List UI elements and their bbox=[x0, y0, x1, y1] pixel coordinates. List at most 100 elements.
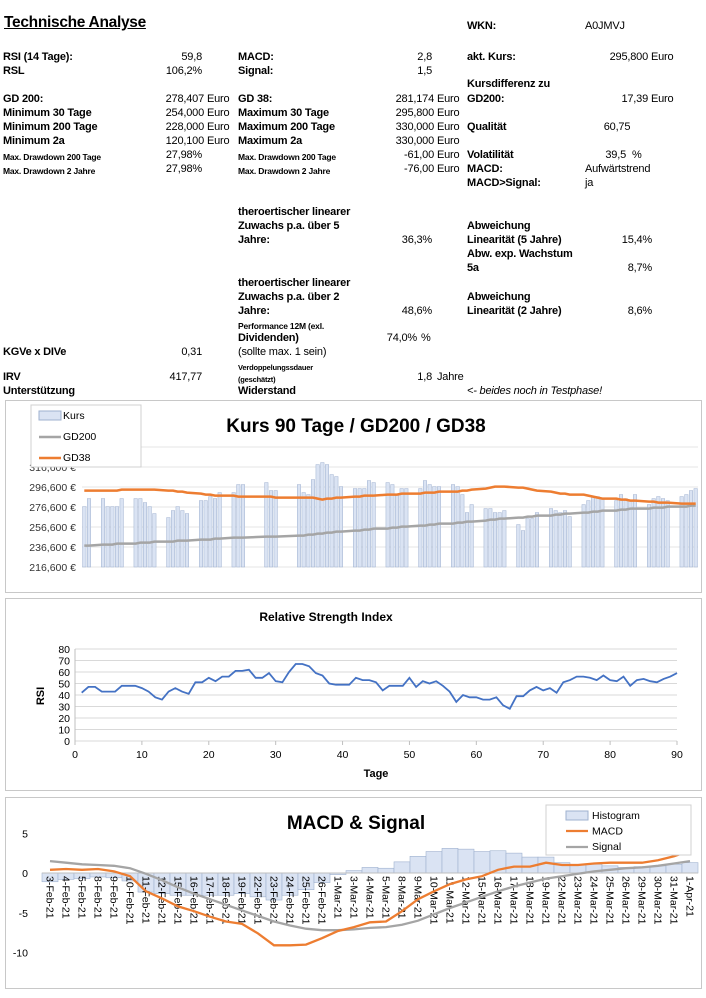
lin5-label-2: Zuwachs p.a. über 5 bbox=[238, 220, 340, 232]
kurs-bar bbox=[175, 506, 180, 568]
kurs-bar bbox=[679, 496, 684, 568]
kurs-bar bbox=[269, 490, 273, 568]
kurs-bar bbox=[101, 498, 105, 568]
rsi-chart: 0 10 20 30 40 50 60 70 80 0 10 20 30 40 50 60 70 80 90 Rela… bbox=[5, 598, 702, 791]
x-tick-label: 12-Feb-21 bbox=[156, 876, 168, 925]
macd-value: 2,8 bbox=[417, 51, 432, 63]
kurs-bar bbox=[357, 488, 362, 568]
kurs-chart-svg: 216,600 € 236,600 € 256,600 € 276,600 € 296,… bbox=[29, 404, 698, 574]
histogram-bar bbox=[361, 867, 379, 874]
wkn-label: WKN: bbox=[467, 20, 497, 32]
legend-label: GD38 bbox=[63, 452, 91, 464]
histogram-bar bbox=[681, 862, 699, 874]
x-tick-label: 25-Feb-21 bbox=[300, 876, 312, 925]
macd-signal-label: MACD>Signal: bbox=[467, 177, 541, 189]
x-tick-label: 1-Mar-21 bbox=[332, 876, 344, 919]
rsi-label: RSI (14 Tage): bbox=[3, 51, 73, 63]
kurs-bar bbox=[455, 486, 460, 568]
kurs-bar bbox=[656, 496, 661, 568]
y-tick-label: 296,600 € bbox=[29, 482, 76, 494]
y-tick-label: -5 bbox=[19, 908, 28, 920]
abw2-label-2: Linearität (2 Jahre) bbox=[467, 305, 562, 317]
chart-title: Relative Strength Index bbox=[259, 610, 393, 624]
unit: Euro bbox=[651, 93, 674, 105]
legend-label: MACD bbox=[592, 826, 623, 838]
y-tick-label: 256,600 € bbox=[29, 522, 76, 534]
x-tick-label: 11-Mar-21 bbox=[444, 876, 456, 924]
perf-value: 74,0% bbox=[386, 332, 417, 344]
kurs-bar bbox=[334, 476, 339, 568]
unit: Euro bbox=[207, 107, 230, 119]
kurs-bar bbox=[147, 506, 152, 568]
kurs-bar bbox=[689, 490, 693, 568]
y-tick-label: 0 bbox=[64, 736, 70, 748]
lin5-label-1: theroertischer linearer bbox=[238, 206, 351, 218]
y-tick-label: 276,600 € bbox=[29, 502, 76, 514]
y-tick-label: 0 bbox=[22, 868, 28, 880]
volatilitaet-value: 39,5 bbox=[605, 149, 626, 161]
unit: Euro bbox=[437, 93, 460, 105]
x-tick-label: 26-Mar-21 bbox=[620, 876, 632, 925]
kurs-bar bbox=[563, 510, 567, 568]
gd38-line bbox=[84, 485, 696, 505]
y-tick-label: 10 bbox=[58, 725, 70, 737]
irv-value: 417,77 bbox=[169, 371, 203, 383]
kurs-bar bbox=[264, 482, 269, 568]
kurs-bar bbox=[591, 496, 595, 568]
kurs-chart: 216,600 € 236,600 € 256,600 € 276,600 € 296,… bbox=[5, 400, 702, 593]
kurs-bar bbox=[451, 484, 455, 568]
kgve-value: 0,31 bbox=[181, 346, 202, 358]
x-tick-label: 10 bbox=[136, 749, 148, 761]
verdoppelung-label-1: Verdoppelungssdauer bbox=[238, 363, 313, 372]
kursdifferenz-label-1: Kursdifferenz zu bbox=[467, 78, 550, 90]
unit: Euro bbox=[207, 93, 230, 105]
unit: Euro bbox=[437, 163, 460, 175]
y-tick-label: 80 bbox=[58, 644, 70, 656]
kurs-bar bbox=[241, 484, 245, 568]
kurs-bar bbox=[483, 508, 488, 568]
y-tick-label: 30 bbox=[58, 702, 70, 714]
max2a-value: 330,000 bbox=[395, 135, 435, 147]
x-tick-label: 4-Feb-21 bbox=[60, 876, 72, 919]
kurs-bar bbox=[521, 530, 525, 568]
kurs-bar bbox=[301, 492, 306, 568]
kurs-bar bbox=[385, 482, 390, 568]
kurs-bar bbox=[619, 494, 623, 568]
kurs-bar bbox=[549, 508, 553, 568]
rsl-value: 106,2% bbox=[165, 65, 202, 77]
x-tick-label: 4-Mar-21 bbox=[364, 876, 376, 919]
max30-value: 295,800 bbox=[395, 107, 435, 119]
volatilitaet-unit: % bbox=[632, 149, 642, 161]
kurs-bar bbox=[110, 506, 115, 568]
kurs-bar bbox=[180, 510, 185, 568]
kurs-bar bbox=[395, 494, 399, 568]
abw5-label-1: Abweichung bbox=[467, 220, 531, 232]
kurs-bar bbox=[614, 500, 619, 568]
kurs-bar bbox=[651, 498, 656, 568]
x-tick-label: 20 bbox=[203, 749, 215, 761]
drawdown2-value: 27,98% bbox=[165, 163, 202, 175]
y-tick-label: 70 bbox=[58, 656, 70, 668]
x-tick-label: 80 bbox=[604, 749, 616, 761]
max200-label: Maximum 200 Tage bbox=[238, 121, 335, 133]
legend-label: GD200 bbox=[63, 431, 96, 443]
x-tick-label: 16-Feb-21 bbox=[188, 876, 200, 925]
x-tick-label: 12-Mar-21 bbox=[460, 876, 472, 925]
unit: Euro bbox=[437, 121, 460, 133]
kurs-bar bbox=[493, 512, 497, 568]
kurs-bar bbox=[437, 486, 441, 568]
kurs-bar bbox=[353, 488, 357, 568]
kurs-bar bbox=[339, 486, 343, 568]
kurs-bar bbox=[684, 494, 689, 568]
wkn-value: A0JMVJ bbox=[585, 20, 625, 32]
x-tick-label: 30-Mar-21 bbox=[652, 876, 664, 925]
kurs-bar bbox=[315, 464, 320, 568]
x-tick-label: 3-Mar-21 bbox=[348, 876, 360, 919]
kurs-bar bbox=[661, 498, 665, 568]
signal-line bbox=[49, 859, 691, 932]
qualitaet-value: 60,75 bbox=[603, 121, 631, 133]
kurs-bar bbox=[423, 480, 427, 568]
kurs-label: akt. Kurs: bbox=[467, 51, 516, 63]
x-tick-label: 31-Mar-21 bbox=[668, 876, 680, 925]
